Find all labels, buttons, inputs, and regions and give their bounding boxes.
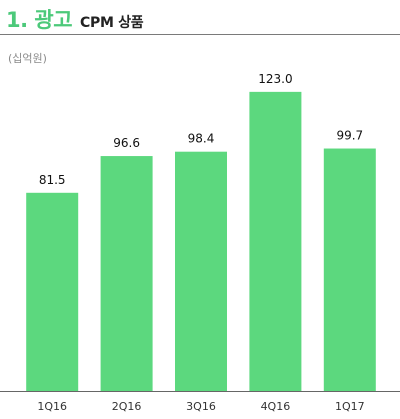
x-tick-label-2q16: 2Q16 [112,400,142,413]
data-label-1q16: 81.5 [39,173,66,187]
x-tick-label-3q16: 3Q16 [186,400,216,413]
chart-header: 1. 광고 CPM 상품 [6,4,144,34]
bar-3q16 [175,151,227,391]
data-label-3q16: 98.4 [188,132,215,146]
bar-2q16 [100,156,153,391]
data-label-2q16: 96.6 [113,136,140,150]
chart-title: 1. 광고 [6,8,73,32]
chart-subtitle: CPM 상품 [80,15,144,31]
bar-1q17 [323,148,376,391]
data-label-4q16: 123.0 [258,72,292,86]
x-tick-label-4q16: 4Q16 [261,400,291,413]
unit-label: (십억원) [8,52,47,65]
x-tick-label-1q17: 1Q17 [335,400,365,413]
title-divider [0,34,400,35]
bar-1q16 [26,192,79,391]
data-label-1q17: 99.7 [336,129,363,143]
bar-4q16 [249,91,302,391]
x-tick-label-1q16: 1Q16 [37,400,67,413]
